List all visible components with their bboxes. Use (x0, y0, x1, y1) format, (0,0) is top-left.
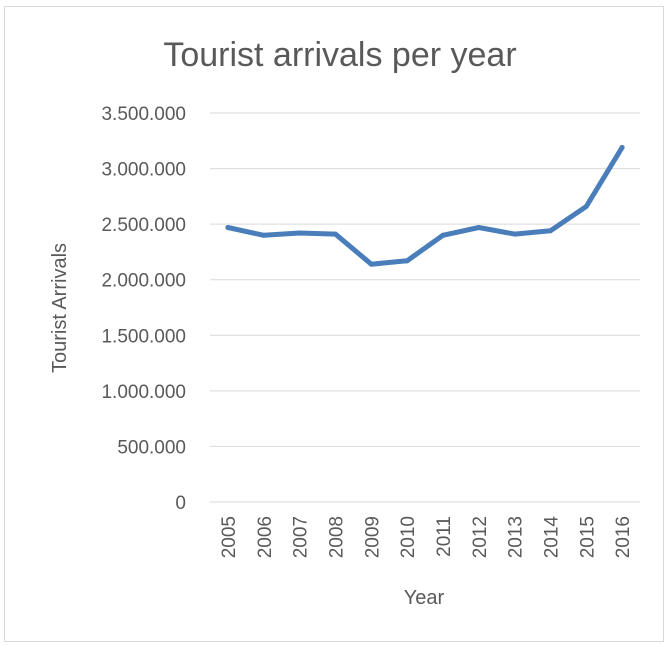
y-tick-label: 2.000.000 (101, 271, 186, 292)
data-point (440, 232, 446, 238)
data-point (547, 228, 553, 234)
data-point (583, 203, 589, 209)
x-tick-label: 2015 (577, 516, 598, 558)
data-point (619, 144, 625, 150)
x-tick-label: 2005 (219, 516, 240, 558)
y-tick-label: 500.000 (117, 437, 186, 458)
y-tick-label: 3.500.000 (101, 104, 186, 125)
chart-title: Tourist arrivals per year (163, 36, 516, 74)
data-point (476, 224, 482, 230)
series-line (225, 145, 625, 267)
x-tick-label: 2010 (398, 516, 419, 558)
data-point (332, 231, 338, 237)
y-tick-label: 2.500.000 (101, 215, 186, 236)
data-point (261, 232, 267, 238)
x-tick-label: 2008 (326, 516, 347, 558)
x-tick-label: 2013 (506, 516, 527, 558)
x-tick-label: 2012 (470, 516, 491, 558)
series-layer (225, 144, 625, 267)
chart-frame (4, 6, 664, 642)
y-axis-title: Tourist Arrivals (49, 243, 71, 373)
y-tick-label: 0 (175, 493, 186, 514)
x-tick-label: 2011 (434, 516, 455, 557)
data-point (225, 224, 231, 230)
x-tick-label: 2014 (541, 516, 562, 559)
y-tick-label: 3.000.000 (101, 160, 186, 181)
x-tick-label: 2007 (291, 516, 312, 558)
x-axis-ticks: 2005 2006 2007 2008 2009 2010 2011 2012 2013 2014… (219, 516, 634, 559)
data-point (512, 231, 518, 237)
x-tick-label: 2016 (613, 516, 634, 558)
y-axis-ticks: 0 500.000 1.000.000 1.500.000 2.000.000 2.500… (101, 104, 186, 514)
y-tick-label: 1.000.000 (101, 382, 186, 403)
gridlines (210, 112, 640, 503)
data-point (404, 258, 410, 264)
x-tick-label: 2006 (255, 516, 276, 558)
x-tick-label: 2009 (362, 516, 383, 558)
data-point (368, 261, 374, 267)
y-tick-label: 1.500.000 (101, 326, 186, 347)
data-point (297, 230, 303, 236)
x-axis-title: Year (404, 587, 445, 609)
